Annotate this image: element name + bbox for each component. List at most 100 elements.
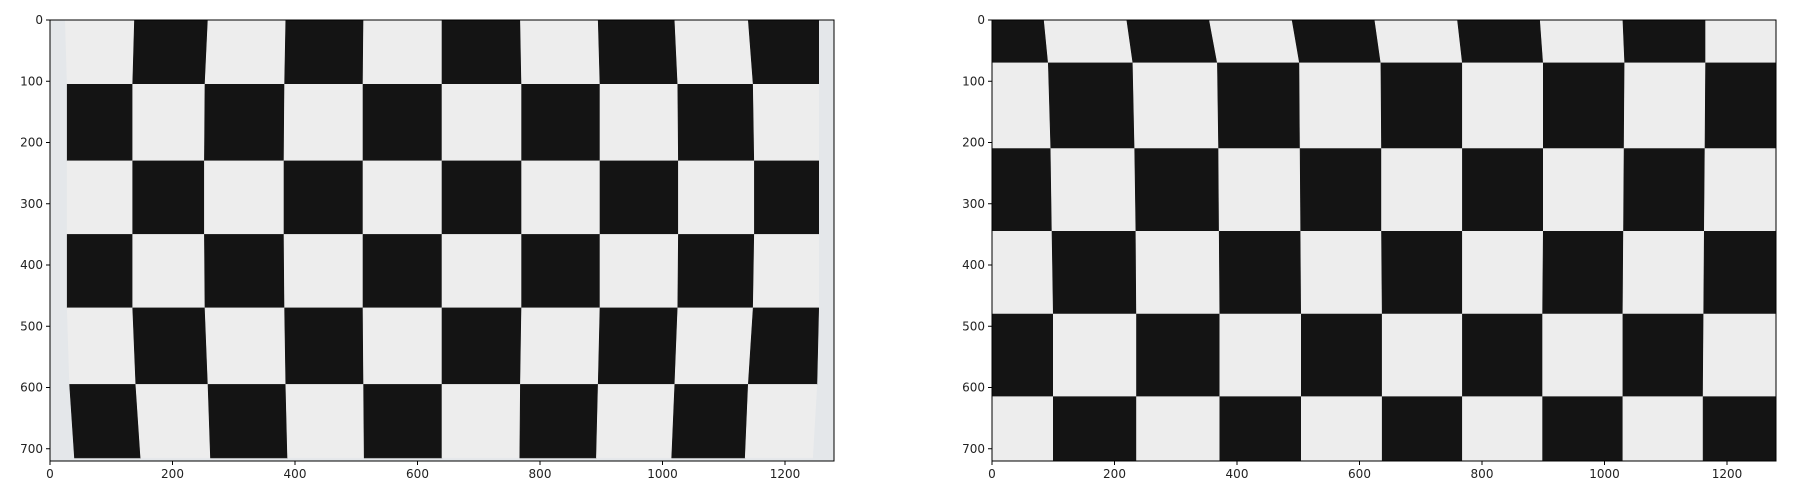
checker-square bbox=[135, 384, 211, 459]
checker-square bbox=[132, 84, 206, 162]
checker-square bbox=[520, 19, 601, 85]
checker-square bbox=[204, 307, 287, 385]
checker-square bbox=[1457, 19, 1544, 64]
checker-square bbox=[1380, 62, 1463, 149]
checker-square bbox=[362, 307, 443, 385]
checker-square bbox=[66, 160, 133, 235]
checker-square bbox=[362, 19, 443, 85]
checker-square bbox=[599, 234, 679, 309]
checker-square bbox=[1543, 62, 1626, 149]
checker-square bbox=[1462, 148, 1544, 232]
x-tick-label: 800 bbox=[529, 467, 552, 481]
checker-square bbox=[1462, 313, 1543, 398]
checker-square bbox=[1543, 148, 1625, 232]
y-tick-label: 0 bbox=[977, 13, 985, 27]
checker-square bbox=[1542, 313, 1624, 398]
checker-square bbox=[362, 234, 443, 309]
checker-square bbox=[363, 384, 443, 459]
checker-square bbox=[1381, 231, 1463, 315]
checker-square bbox=[671, 384, 749, 459]
checker-square bbox=[991, 231, 1054, 315]
checker-square bbox=[596, 384, 676, 459]
checker-square bbox=[678, 160, 755, 235]
checker-square bbox=[1623, 62, 1706, 149]
checker-square bbox=[752, 84, 820, 162]
checker-square bbox=[69, 384, 142, 459]
checker-square bbox=[1217, 62, 1301, 149]
y-tick-label: 100 bbox=[962, 74, 985, 88]
checker-square bbox=[597, 19, 679, 85]
checker-square bbox=[1299, 148, 1382, 232]
checker-square bbox=[1704, 62, 1777, 149]
checker-square bbox=[754, 160, 820, 235]
x-tick-label: 1000 bbox=[647, 467, 678, 481]
checker-square bbox=[1703, 231, 1777, 315]
checker-square bbox=[441, 19, 522, 85]
checker-square bbox=[1136, 313, 1221, 398]
checker-square bbox=[1136, 396, 1221, 462]
checker-square bbox=[1301, 396, 1383, 462]
checker-square bbox=[677, 234, 755, 309]
y-tick-label: 500 bbox=[962, 319, 985, 333]
checker-square bbox=[132, 19, 209, 85]
y-tick-label: 600 bbox=[962, 381, 985, 395]
checker-square bbox=[747, 307, 820, 385]
y-tick-label: 0 bbox=[35, 13, 43, 27]
checker-square bbox=[66, 84, 133, 162]
axes-frame bbox=[991, 19, 1777, 462]
checker-square bbox=[1134, 148, 1220, 232]
checker-square bbox=[1301, 313, 1383, 398]
checker-square bbox=[66, 307, 137, 385]
checker-square bbox=[1623, 148, 1706, 232]
checker-square bbox=[1219, 313, 1302, 398]
checker-square bbox=[132, 160, 205, 235]
checker-square bbox=[284, 19, 364, 85]
distorted-image-panel: 0 200 400 600 800 1000 1200 0 100 200 300 400 500 60… bbox=[20, 13, 835, 481]
checker-square bbox=[1050, 148, 1137, 232]
checker-square bbox=[1381, 313, 1463, 398]
y-tick-label: 600 bbox=[20, 381, 43, 395]
checker-square bbox=[1622, 19, 1706, 64]
checker-square bbox=[1299, 62, 1382, 149]
x-tick-label: 1000 bbox=[1589, 467, 1620, 481]
y-tick-label: 500 bbox=[20, 319, 43, 333]
checker-square bbox=[1539, 19, 1626, 64]
checker-square bbox=[1218, 148, 1302, 232]
x-tick-label: 0 bbox=[988, 467, 996, 481]
checker-square bbox=[1381, 396, 1463, 462]
checker-square bbox=[204, 19, 287, 85]
axes-frame bbox=[49, 19, 835, 462]
checker-square bbox=[132, 307, 209, 385]
checker-square bbox=[1135, 231, 1221, 315]
checker-square bbox=[132, 234, 206, 309]
x-tick-label: 1200 bbox=[770, 467, 801, 481]
y-tick-label: 300 bbox=[20, 197, 43, 211]
checker-square bbox=[991, 62, 1052, 149]
checker-square bbox=[991, 396, 1054, 462]
x-axis-ticks: 0 200 400 600 800 1000 1200 bbox=[988, 461, 1742, 481]
checker-square bbox=[752, 234, 820, 309]
x-tick-label: 200 bbox=[1103, 467, 1126, 481]
checker-square bbox=[64, 19, 135, 85]
checker-square bbox=[441, 234, 522, 309]
checker-square bbox=[283, 84, 364, 162]
checker-square bbox=[1462, 396, 1543, 462]
x-tick-label: 600 bbox=[406, 467, 429, 481]
checker-square bbox=[991, 148, 1053, 232]
x-tick-label: 0 bbox=[46, 467, 54, 481]
checker-square bbox=[521, 234, 601, 309]
checker-square bbox=[1053, 396, 1137, 462]
y-tick-label: 400 bbox=[962, 258, 985, 272]
checker-square bbox=[1053, 313, 1137, 398]
checkerboard-undistorted bbox=[991, 19, 1777, 462]
checker-square bbox=[599, 160, 679, 235]
y-tick-label: 100 bbox=[20, 74, 43, 88]
checker-square bbox=[284, 307, 364, 385]
checker-square bbox=[441, 160, 522, 235]
checker-square bbox=[283, 234, 364, 309]
checker-square bbox=[599, 84, 679, 162]
checker-square bbox=[1622, 313, 1705, 398]
checker-square bbox=[441, 84, 522, 162]
checker-square bbox=[1126, 19, 1218, 64]
checker-square bbox=[597, 307, 679, 385]
